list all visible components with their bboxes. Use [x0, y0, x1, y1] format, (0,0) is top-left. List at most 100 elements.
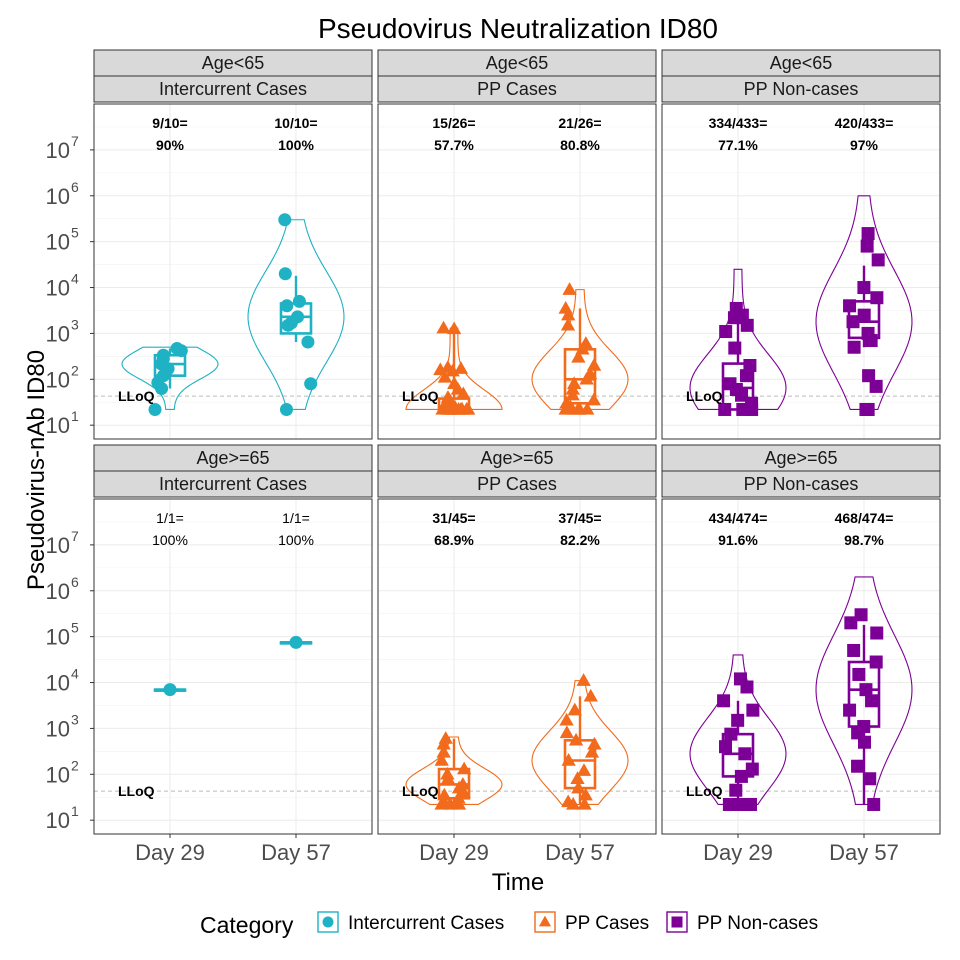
- y-tick-exponent: 7: [71, 133, 79, 149]
- lloq-label: LLoQ: [118, 783, 155, 799]
- y-tick-label: 10: [46, 716, 70, 741]
- y-tick-exponent: 3: [71, 711, 79, 727]
- y-tick-label: 10: [46, 184, 70, 209]
- strip-group-label: PP Cases: [477, 79, 557, 99]
- y-tick-exponent: 7: [71, 528, 79, 544]
- data-point: [859, 683, 873, 697]
- panel: Age>=65 Intercurrent Cases 1/1= 100% 1/1= 100…: [46, 444, 373, 865]
- strip-group-label: PP Non-cases: [744, 79, 859, 99]
- data-point: [278, 213, 292, 227]
- legend-item-label: PP Cases: [565, 913, 649, 934]
- data-point: [583, 688, 598, 702]
- data-point: [738, 747, 752, 761]
- response-rate-percent: 80.8%: [560, 137, 600, 153]
- data-point: [576, 673, 591, 686]
- data-point: [578, 336, 594, 349]
- data-point: [560, 317, 576, 331]
- panel-background: [378, 104, 656, 439]
- lloq-label: LLoQ: [686, 783, 723, 799]
- response-rate-percent: 100%: [152, 532, 188, 548]
- violin-shape: [689, 654, 787, 806]
- data-point: [576, 763, 592, 776]
- data-point: [582, 366, 598, 380]
- data-point: [453, 361, 469, 374]
- strip-age: [377, 444, 657, 472]
- violin-shape: [531, 289, 629, 411]
- data-point: [460, 402, 476, 415]
- response-rate-percent: 100%: [278, 532, 314, 548]
- y-tick-label: 10: [46, 671, 70, 696]
- data-point: [561, 307, 576, 321]
- data-point: [844, 616, 858, 630]
- data-point: [438, 731, 453, 744]
- panel-border: [377, 498, 657, 835]
- panel-border: [93, 498, 373, 835]
- data-point: [437, 369, 453, 383]
- strip-age-label: Age>=65: [480, 448, 553, 468]
- data-point: [861, 402, 875, 416]
- data-point: [570, 771, 585, 784]
- response-rate-percent: 90%: [156, 137, 185, 153]
- data-point: [567, 702, 582, 716]
- x-tick-label: Day 29: [135, 840, 205, 865]
- strip-group-label: PP Cases: [477, 474, 557, 494]
- y-axis-title: Pseudovirus-nAb ID80: [23, 350, 50, 590]
- y-tick-exponent: 4: [71, 271, 79, 287]
- violin-shape: [531, 680, 629, 806]
- y-tick-label: 10: [46, 367, 70, 392]
- response-rate-percent: 97%: [850, 137, 879, 153]
- data-point: [437, 787, 452, 801]
- data-point: [869, 655, 883, 669]
- x-tick-label: Day 57: [261, 840, 331, 865]
- panel-border: [377, 103, 657, 440]
- strip-age-label: Age>=65: [196, 448, 269, 468]
- violin-shape: [815, 576, 913, 806]
- data-point: [440, 766, 455, 780]
- data-point: [745, 396, 759, 410]
- data-point: [867, 797, 881, 811]
- data-point: [568, 732, 584, 746]
- data-point: [719, 740, 733, 754]
- strip-group-label: Intercurrent Cases: [159, 474, 307, 494]
- legend-title: Category: [200, 912, 294, 938]
- legend-key-symbol: [538, 915, 552, 927]
- data-point: [456, 761, 472, 775]
- data-point: [586, 358, 602, 371]
- data-point: [854, 608, 868, 622]
- strip-group: [93, 470, 373, 498]
- data-point: [558, 300, 573, 314]
- response-rate-percent: 77.1%: [718, 137, 758, 153]
- y-tick-exponent: 2: [71, 757, 79, 773]
- lloq-label: LLoQ: [686, 388, 723, 404]
- strip-age: [377, 49, 657, 77]
- strip-age-label: Age<65: [770, 53, 833, 73]
- panel: Age>=65 PP Non-cases 434/474= 91.6% 468/474=…: [661, 444, 941, 865]
- data-point: [289, 635, 303, 649]
- panel: Age<65 PP Non-cases 334/433= 77.1% 420/433= 9…: [661, 49, 941, 440]
- response-rate-percent: 82.2%: [560, 532, 600, 548]
- data-point: [847, 340, 861, 354]
- data-point: [156, 348, 170, 362]
- y-tick-exponent: 1: [71, 803, 79, 819]
- panel-background: [94, 499, 372, 834]
- data-point: [571, 349, 586, 363]
- data-point: [857, 281, 871, 295]
- data-point: [279, 402, 293, 416]
- y-tick-label: 10: [46, 579, 70, 604]
- data-point: [739, 797, 753, 811]
- response-rate-fraction: 334/433=: [709, 115, 768, 131]
- data-point: [291, 310, 305, 324]
- y-tick-label: 10: [46, 625, 70, 650]
- data-point: [447, 321, 462, 335]
- data-point: [851, 759, 865, 773]
- data-point: [559, 712, 574, 726]
- data-point: [869, 379, 883, 393]
- data-point: [724, 727, 738, 741]
- lloq-label: LLoQ: [118, 388, 155, 404]
- data-point: [562, 282, 577, 295]
- data-point: [587, 736, 602, 750]
- data-point: [871, 253, 885, 267]
- data-point: [436, 744, 451, 758]
- data-point: [870, 291, 884, 305]
